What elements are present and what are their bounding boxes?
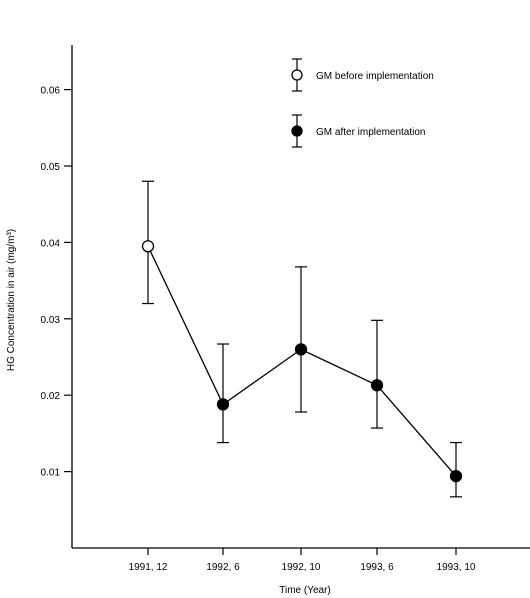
y-tick-label: 0.01 (41, 468, 61, 479)
y-tick-label: 0.04 (41, 238, 61, 249)
series (141, 180, 463, 498)
data-point-open (141, 240, 155, 253)
y-axis-label: HG Concentration in air (mg/m³) (6, 229, 17, 371)
y-tick-label: 0.02 (41, 391, 61, 402)
x-tick-label: 1992, 10 (282, 562, 321, 573)
legend-marker-filled (291, 125, 303, 137)
data-point-filled (216, 398, 230, 411)
x-ticks: 1991, 12 1992, 6 1992, 10 1993, 6 1993, 10 (129, 548, 476, 573)
y-tick-label: 0.03 (41, 315, 61, 326)
y-tick-label: 0.06 (41, 86, 61, 97)
data-point-filled (294, 343, 308, 356)
legend-label: GM before implementation (316, 71, 434, 82)
x-tick-label: 1993, 10 (437, 562, 476, 573)
legend-label: GM after implementation (316, 127, 426, 138)
y-tick-label: 0.05 (41, 162, 61, 173)
x-axis-label: Time (Year) (279, 585, 331, 596)
y-ticks: 0.01 0.02 0.03 0.04 0.05 0.06 (41, 86, 72, 479)
x-tick-label: 1991, 12 (129, 562, 168, 573)
legend-marker-open (291, 69, 303, 81)
data-point-filled (449, 470, 463, 483)
x-tick-label: 1992, 6 (206, 562, 240, 573)
series-line (147, 245, 457, 477)
x-tick-label: 1993, 6 (360, 562, 394, 573)
data-point-filled (370, 379, 384, 392)
legend: GM before implementation GM after impleme… (291, 58, 434, 148)
